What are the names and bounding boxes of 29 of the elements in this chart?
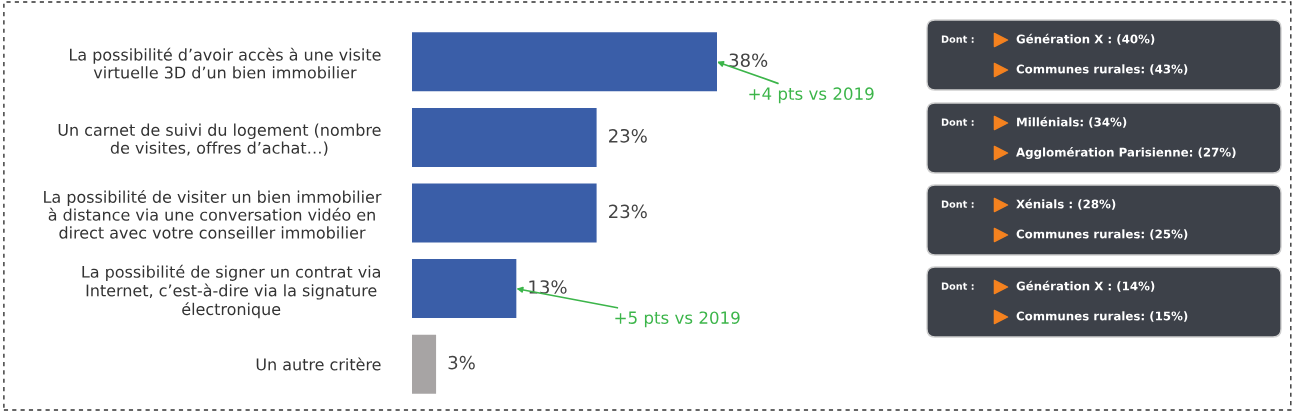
bar	[412, 32, 717, 92]
data-label: 3%	[448, 355, 475, 370]
text: Dont :	[941, 200, 974, 208]
data-label: 23%	[609, 128, 647, 143]
annotation: +5 pts vs 2019	[615, 311, 740, 328]
text: Communes rurales: (25%)	[1016, 229, 1188, 240]
text: Agglomération Parisienne: (27%)	[1016, 147, 1236, 159]
text: Génération X : (14%)	[1016, 280, 1155, 292]
text: Xénials : (28%)	[1016, 198, 1116, 210]
y-tick-label: Un autre critère	[256, 357, 381, 371]
text: Dont :	[941, 35, 974, 43]
text: Dont :	[941, 118, 974, 126]
data-label: 13%	[529, 280, 567, 294]
y-tick-label: La possibilité de visiter un bien immobilier à distance via une conversation vidéo en direct avec votre conseiller immobilier	[44, 189, 382, 239]
annotation: +4 pts vs 2019	[749, 87, 874, 104]
data-label: 38%	[729, 53, 768, 68]
text: Millénials: (34%)	[1017, 116, 1127, 128]
text: Génération X : (40%)	[1016, 33, 1155, 45]
bar	[412, 183, 597, 243]
bar	[412, 259, 517, 319]
data-label: 23%	[609, 204, 647, 219]
text: Communes rurales: (43%)	[1016, 64, 1188, 75]
y-tick-label: La possibilité de signer un contrat via Internet, c’est-à-dire via la signature électronique	[82, 264, 380, 319]
bar	[412, 107, 597, 167]
text: Communes rurales: (15%)	[1016, 311, 1188, 322]
y-tick-label: Un carnet de suivi du logement (nombre de visites, offres d’achat…)	[58, 123, 381, 156]
bar	[412, 334, 437, 394]
text: Dont :	[941, 282, 974, 290]
y-tick-label: La possibilité d’avoir accès à une visite virtuelle 3D d’un bien immobilier	[70, 47, 381, 79]
